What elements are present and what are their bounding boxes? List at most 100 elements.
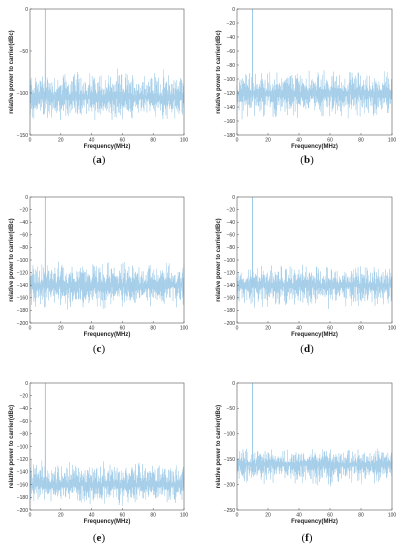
y-tick-label: −50 bbox=[227, 406, 236, 412]
y-tick-label: −80 bbox=[20, 432, 29, 438]
chart-panel-e: 0 20 40 60 80 100 0 −20 −40 −60 −80 −100 −120 −140 −16… bbox=[9, 381, 188, 544]
panel-caption: (a) bbox=[93, 154, 106, 166]
y-axis-label: relative power to carrier(dBc) bbox=[216, 30, 222, 113]
y-tick-label: −60 bbox=[227, 49, 236, 55]
y-tick-label: 0 bbox=[25, 7, 28, 13]
x-tick-label: 60 bbox=[120, 513, 126, 519]
x-tick-label: 40 bbox=[296, 138, 302, 144]
y-tick-label: −150 bbox=[224, 457, 235, 463]
x-axis-label: Frequency(MHz) bbox=[291, 332, 338, 338]
y-tick-label: −20 bbox=[227, 21, 236, 27]
y-tick-label: −40 bbox=[20, 406, 29, 412]
spectrum-trace bbox=[29, 8, 185, 121]
x-tick-label: 0 bbox=[236, 326, 239, 332]
chart-panel-b: 0 20 40 60 80 100 0 −20 −40 −60 −80 −100 −120 −140 −16… bbox=[216, 7, 396, 166]
y-tick-label: −120 bbox=[224, 91, 235, 97]
y-axis-label: relative power to carrier(dBc) bbox=[9, 30, 15, 113]
y-tick-label: −80 bbox=[20, 245, 29, 251]
y-tick-label: −60 bbox=[20, 419, 29, 425]
y-tick-label: −140 bbox=[224, 105, 235, 111]
y-tick-label: −120 bbox=[17, 457, 28, 463]
y-tick-label: −200 bbox=[224, 482, 235, 488]
y-tick-label: −20 bbox=[227, 207, 236, 213]
y-tick-label: −120 bbox=[17, 270, 28, 276]
y-tick-label: −200 bbox=[224, 321, 235, 327]
y-tick-label: −180 bbox=[224, 308, 235, 314]
chart-panel-f: 0 20 40 60 80 100 0 −50 −100 −150 −200 −250 Frequenc… bbox=[216, 381, 396, 544]
y-tick-label: −180 bbox=[17, 308, 28, 314]
y-tick-label: −40 bbox=[227, 35, 236, 41]
spectrum-trace bbox=[236, 382, 393, 487]
y-tick-label: −100 bbox=[224, 77, 235, 83]
panel-caption: (e) bbox=[93, 532, 106, 544]
y-tick-label: −150 bbox=[17, 133, 28, 139]
x-tick-label: 20 bbox=[265, 513, 271, 519]
y-tick-label: −160 bbox=[17, 482, 28, 488]
y-tick-label: −50 bbox=[20, 49, 29, 55]
y-axis-label: relative power to carrier(dBc) bbox=[216, 405, 222, 488]
x-tick-label: 100 bbox=[180, 138, 189, 144]
y-tick-label: −100 bbox=[224, 432, 235, 438]
plot-frame bbox=[29, 196, 185, 324]
x-tick-label: 60 bbox=[327, 513, 333, 519]
x-tick-label: 60 bbox=[120, 326, 126, 332]
y-tick-label: −140 bbox=[224, 283, 235, 289]
y-axis-label: relative power to carrier(dBc) bbox=[9, 405, 15, 488]
x-tick-label: 40 bbox=[89, 326, 95, 332]
x-tick-label: 80 bbox=[358, 513, 364, 519]
chart-panel-d: 0 20 40 60 80 100 0 −20 −40 −60 −80 −100 −120 −140 −16… bbox=[216, 195, 396, 355]
y-tick-label: −100 bbox=[17, 91, 28, 97]
x-tick-label: 20 bbox=[58, 326, 64, 332]
x-tick-label: 80 bbox=[150, 326, 156, 332]
y-tick-label: −40 bbox=[20, 220, 29, 226]
plot-frame bbox=[236, 196, 393, 324]
y-tick-label: 0 bbox=[25, 381, 28, 387]
chart-panel-c: 0 20 40 60 80 100 0 −20 −40 −60 −80 −100 −120 −140 −16… bbox=[9, 195, 188, 355]
y-tick-label: −20 bbox=[20, 207, 29, 213]
y-tick-label: −40 bbox=[227, 220, 236, 226]
x-tick-label: 40 bbox=[89, 138, 95, 144]
y-tick-label: −250 bbox=[224, 508, 235, 514]
x-tick-label: 100 bbox=[388, 513, 397, 519]
x-tick-label: 80 bbox=[150, 513, 156, 519]
spectrum-trace bbox=[29, 382, 185, 506]
y-tick-label: 0 bbox=[232, 7, 235, 13]
y-tick-label: −200 bbox=[17, 321, 28, 327]
y-tick-label: 0 bbox=[232, 381, 235, 387]
y-tick-label: −140 bbox=[17, 283, 28, 289]
x-tick-label: 20 bbox=[58, 513, 64, 519]
y-tick-label: 0 bbox=[25, 195, 28, 201]
x-axis-label: Frequency(MHz) bbox=[84, 519, 131, 525]
plot-frame bbox=[29, 8, 185, 136]
spectrum-trace bbox=[236, 8, 393, 120]
x-axis-label: Frequency(MHz) bbox=[84, 144, 131, 150]
y-tick-label: −140 bbox=[17, 470, 28, 476]
plot-frame bbox=[236, 382, 393, 511]
x-tick-label: 40 bbox=[296, 326, 302, 332]
y-tick-label: −100 bbox=[17, 444, 28, 450]
x-axis-label: Frequency(MHz) bbox=[291, 144, 338, 150]
y-tick-label: −160 bbox=[224, 296, 235, 302]
x-tick-label: 0 bbox=[29, 326, 32, 332]
x-axis-label: Frequency(MHz) bbox=[291, 519, 338, 525]
y-tick-label: −160 bbox=[224, 119, 235, 125]
x-tick-label: 0 bbox=[236, 513, 239, 519]
x-tick-label: 100 bbox=[388, 138, 397, 144]
x-tick-label: 20 bbox=[58, 138, 64, 144]
spectrum-trace bbox=[29, 196, 185, 310]
y-tick-label: −160 bbox=[17, 296, 28, 302]
y-tick-label: −180 bbox=[17, 495, 28, 501]
y-tick-label: −20 bbox=[20, 394, 29, 400]
x-tick-label: 60 bbox=[327, 138, 333, 144]
y-axis-label: relative power to carrier(dBc) bbox=[216, 218, 222, 301]
x-tick-label: 60 bbox=[120, 138, 126, 144]
x-tick-label: 100 bbox=[180, 513, 189, 519]
x-tick-label: 80 bbox=[150, 138, 156, 144]
y-tick-label: 0 bbox=[232, 195, 235, 201]
x-tick-label: 60 bbox=[327, 326, 333, 332]
y-tick-label: −60 bbox=[20, 233, 29, 239]
panel-caption: (b) bbox=[300, 154, 314, 166]
y-tick-label: −200 bbox=[17, 508, 28, 514]
panel-caption: (c) bbox=[93, 343, 106, 355]
